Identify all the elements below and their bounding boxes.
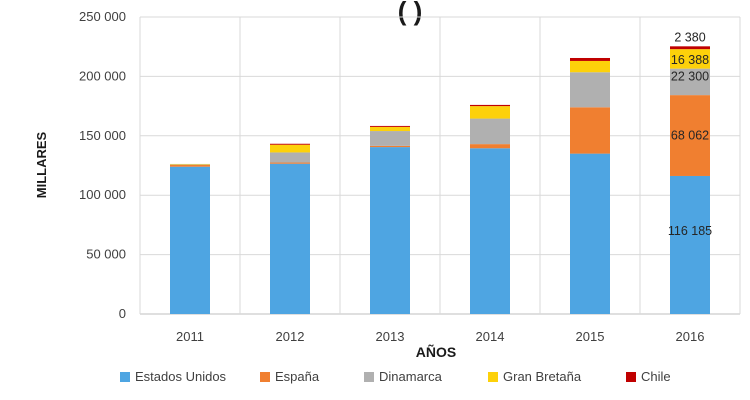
bar-españa-2013	[370, 145, 410, 148]
bar-series	[170, 46, 710, 314]
bar-chile-2016	[670, 46, 710, 50]
data-label: 16 388	[671, 53, 709, 67]
bar-estados-unidos-2012	[270, 163, 310, 314]
legend-swatch	[260, 372, 270, 382]
bar-gran-bretaña-2014	[470, 106, 510, 119]
y-axis-ticks: 0 50 000 100 000 150 000 200 000 250 000	[79, 9, 126, 321]
bar-dinamarca-2014	[470, 118, 510, 145]
bar-gran-bretaña-2011	[170, 163, 210, 165]
y-tick-label: 200 000	[79, 68, 126, 83]
bar-dinamarca-2016	[670, 68, 710, 96]
chart-title: ( )	[398, 0, 423, 26]
data-label: 116 185	[668, 224, 712, 238]
bar-dinamarca-2015	[570, 72, 610, 108]
data-label: 2 380	[674, 30, 705, 44]
y-axis-label: MILLARES	[34, 131, 49, 198]
data-label: 22 300	[671, 70, 709, 84]
x-tick-label: 2015	[576, 329, 605, 344]
legend-swatch	[488, 372, 498, 382]
x-axis-label: AÑOS	[416, 343, 456, 360]
bar-estados-unidos-2014	[470, 148, 510, 314]
bar-españa-2012	[270, 162, 310, 164]
y-tick-label: 0	[119, 306, 126, 321]
bar-españa-2011	[170, 164, 210, 167]
x-tick-label: 2016	[676, 329, 705, 344]
bar-chile-2012	[270, 143, 310, 145]
legend-label: Dinamarca	[379, 369, 443, 384]
bar-chile-2015	[570, 57, 610, 61]
bar-gran-bretaña-2016	[670, 49, 710, 69]
gridlines	[139, 16, 741, 315]
legend: Estados Unidos España Dinamarca Gran Bretañ…	[120, 369, 671, 384]
legend-swatch	[626, 372, 636, 382]
legend-label: Gran Bretaña	[503, 369, 582, 384]
bar-gran-bretaña-2012	[270, 144, 310, 153]
x-tick-label: 2012	[276, 329, 305, 344]
x-tick-label: 2014	[476, 329, 505, 344]
x-tick-label: 2011	[176, 329, 204, 344]
bar-chile-2013	[370, 125, 410, 127]
bar-españa-2014	[470, 144, 510, 149]
y-tick-label: 100 000	[79, 187, 126, 202]
bar-dinamarca-2013	[370, 131, 410, 146]
y-tick-label: 50 000	[86, 247, 126, 262]
bar-chile-2014	[470, 104, 510, 107]
bar-estados-unidos-2015	[570, 153, 610, 314]
legend-swatch	[120, 372, 130, 382]
bar-españa-2015	[570, 107, 610, 154]
y-tick-label: 150 000	[79, 128, 126, 143]
bar-gran-bretaña-2015	[570, 60, 610, 73]
bar-dinamarca-2012	[270, 152, 310, 163]
data-labels: 116 185 68 062 22 300 16 388 2 380	[668, 30, 712, 238]
legend-label: Chile	[641, 369, 671, 384]
bar-estados-unidos-2013	[370, 147, 410, 314]
bar-estados-unidos-2016	[670, 175, 710, 314]
bar-dinamarca-2011	[170, 164, 210, 165]
legend-label: Estados Unidos	[135, 369, 227, 384]
bar-estados-unidos-2011	[170, 166, 210, 314]
x-tick-label: 2013	[376, 329, 405, 344]
legend-swatch	[364, 372, 374, 382]
bar-gran-bretaña-2013	[370, 126, 410, 132]
x-axis-ticks: 2011 2012 2013 2014 2015 2016	[176, 329, 704, 344]
legend-label: España	[275, 369, 320, 384]
y-tick-label: 250 000	[79, 9, 126, 24]
data-label: 68 062	[671, 129, 709, 143]
bar-españa-2016	[670, 95, 710, 176]
